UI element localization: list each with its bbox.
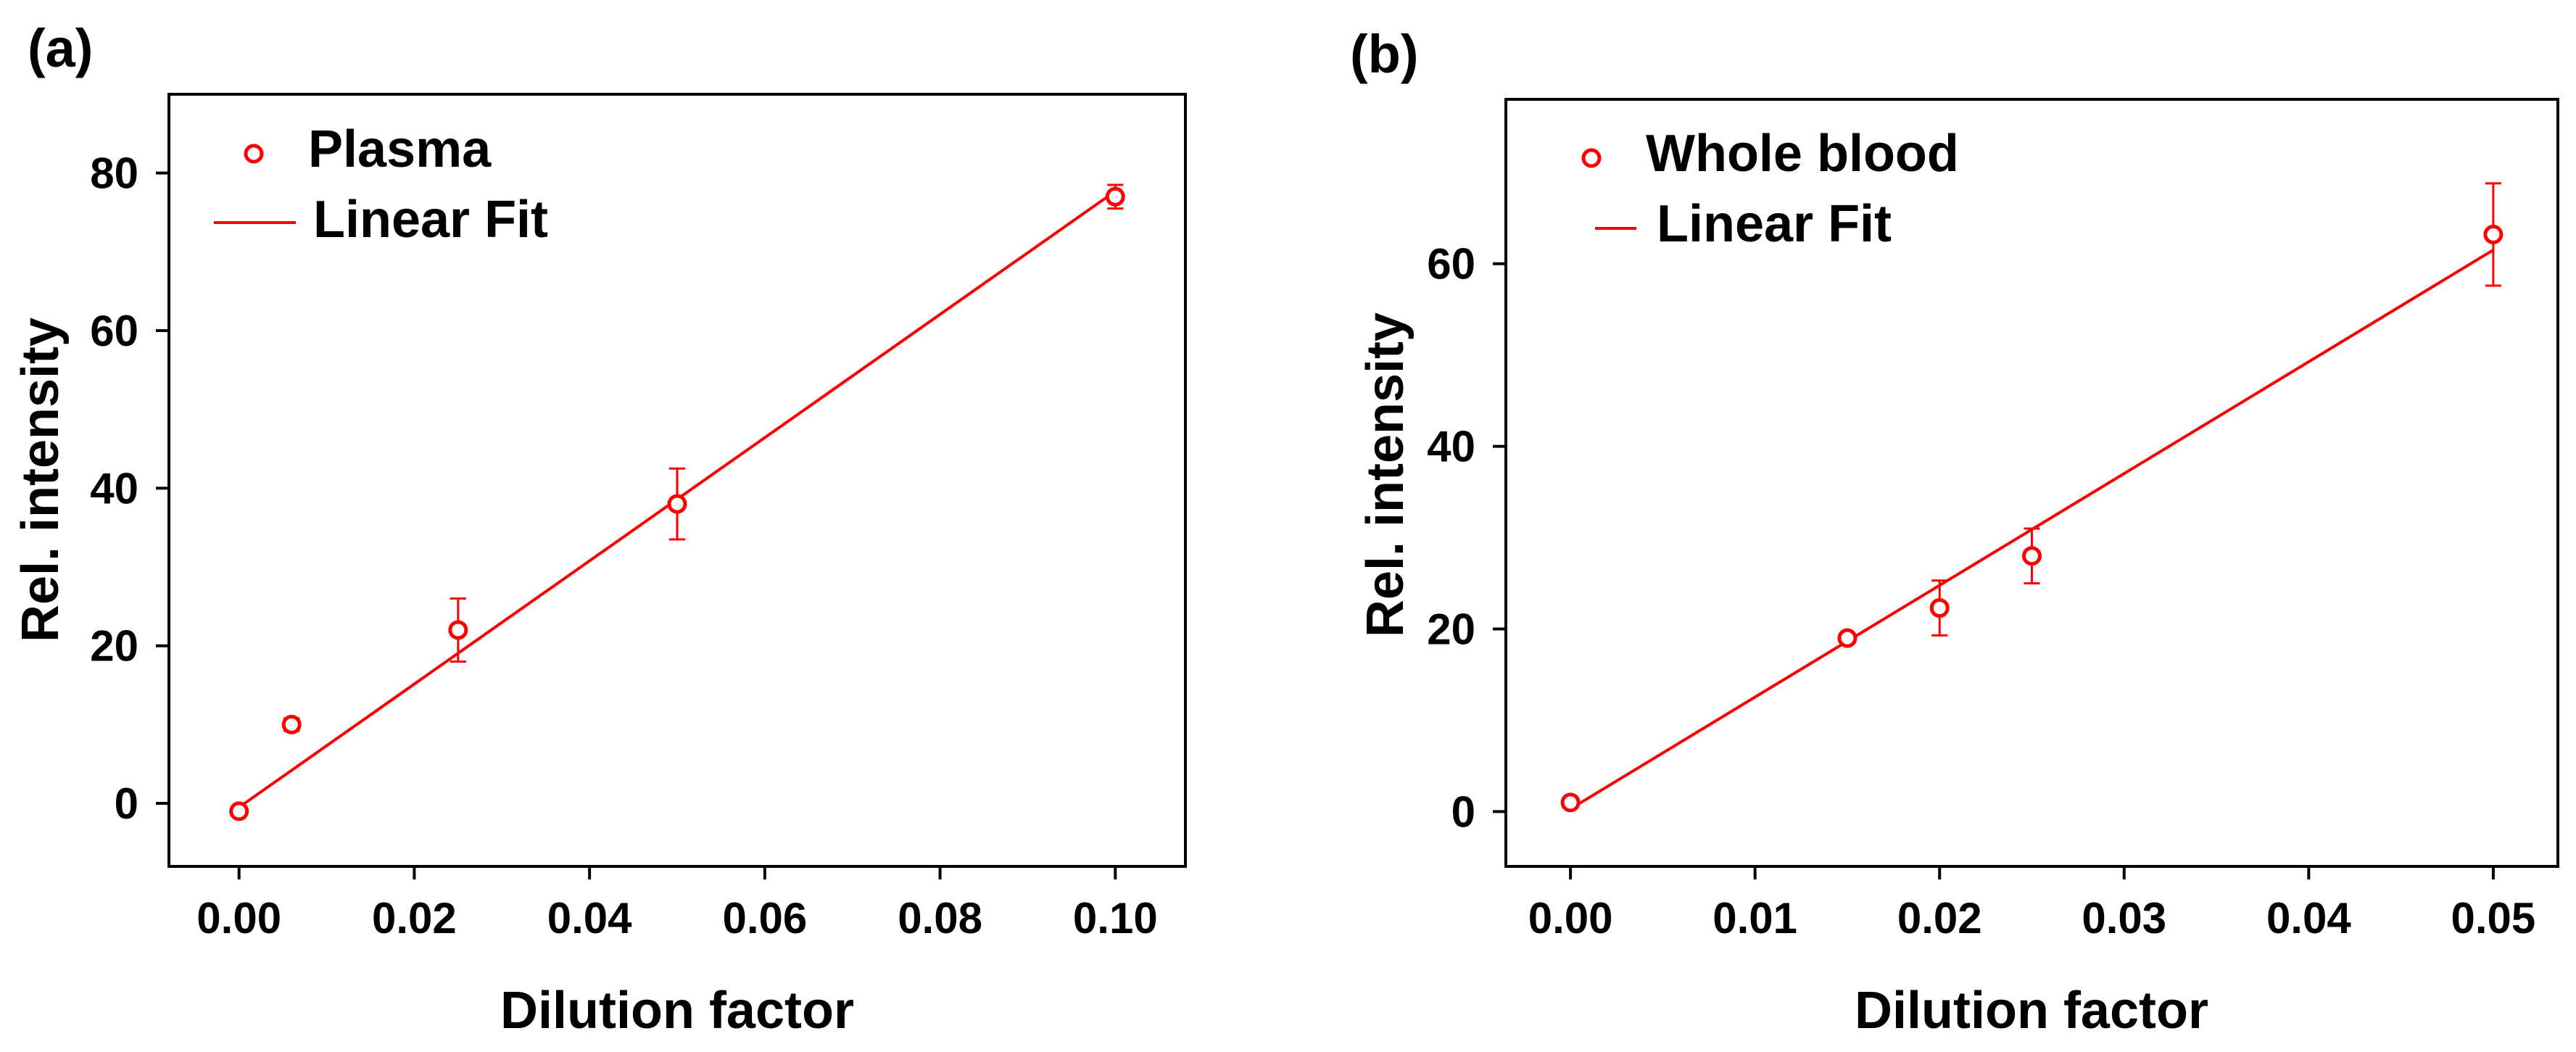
data-point [2483,224,2503,244]
y-tick-label: 40 [90,464,138,513]
data-point [1837,628,1858,648]
data-point [281,714,302,734]
legend-label-data: Plasma [308,120,492,178]
y-axis-title: Rel. intensity [1357,312,1415,637]
legend-label-fit: Linear Fit [1657,195,1892,253]
y-tick-label: 0 [1451,787,1475,836]
panel-a: (a) 0.00 0.02 0.04 0.06 0.08 0.10 0 20 40 60 80 Dilu… [12,18,1187,1040]
data-point [2022,546,2042,566]
x-tick-label: 0.01 [1712,894,1797,943]
x-tick-label: 0.10 [1073,894,1158,943]
x-tick-label: 0.02 [372,894,457,943]
panel-b: (b) 0.00 0.01 0.02 0.03 0.04 0.05 0 20 40 60 Diluti… [1350,24,2559,1040]
data-point [1560,792,1581,813]
legend-label-data: Whole blood [1646,125,1959,183]
panel-label: (a) [28,18,93,78]
x-tick-label: 0.03 [2082,894,2166,943]
legend-marker-data [244,144,264,164]
y-tick-label: 0 [115,779,138,828]
x-tick-label: 0.04 [2266,894,2351,943]
y-tick-label: 20 [1427,605,1475,654]
x-axis-title: Dilution factor [500,982,854,1040]
plot-frame [167,93,1187,868]
x-tick-label: 0.02 [1897,894,1982,943]
x-tick-label: 0.06 [722,894,807,943]
x-tick-label: 0.05 [2451,894,2536,943]
data-point [1929,598,1950,618]
legend-label-fit: Linear Fit [313,191,548,249]
x-tick-label: 0.00 [196,894,281,943]
data-point [667,494,687,514]
x-tick-label: 0.08 [898,894,982,943]
x-axis-title: Dilution factor [1855,982,2208,1040]
panel-label: (b) [1350,24,1419,84]
y-tick-label: 60 [90,307,138,355]
data-point [448,620,468,640]
data-point [1105,186,1125,207]
y-axis-title: Rel. intensity [12,318,70,642]
y-tick-label: 20 [90,622,138,671]
y-tick-label: 40 [1427,423,1475,471]
y-tick-label: 80 [90,149,138,198]
x-tick-label: 0.04 [547,894,632,943]
y-tick-label: 60 [1427,240,1475,289]
data-point [229,801,249,821]
x-tick-label: 0.00 [1528,894,1613,943]
plot-frame [1504,98,2559,868]
legend-marker-data [1581,148,1602,168]
